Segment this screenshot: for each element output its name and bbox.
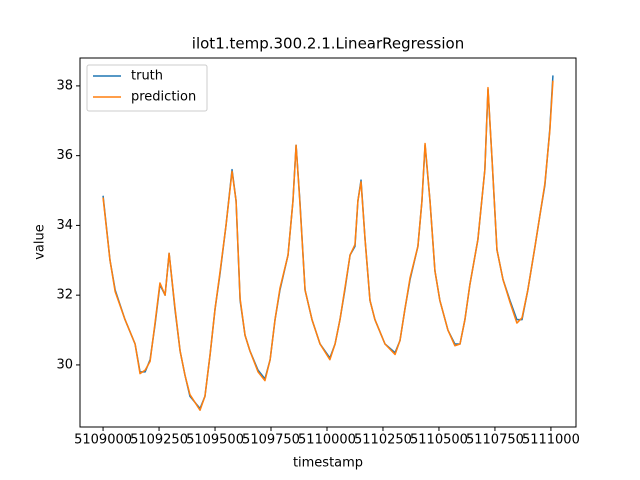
x-tick-label: 5111000 — [522, 433, 580, 448]
legend-label: prediction — [131, 90, 196, 105]
axes-frame — [79, 57, 577, 428]
series-line — [102, 80, 554, 412]
x-tick-label: 5110500 — [410, 433, 468, 448]
series-line — [102, 75, 554, 410]
y-tick-label: 34 — [56, 218, 73, 233]
x-tick-label: 5110250 — [354, 433, 412, 448]
x-tick-label: 5109750 — [242, 433, 300, 448]
y-tick-label: 32 — [56, 288, 73, 303]
x-tick-label: 5110750 — [466, 433, 524, 448]
y-axis-label: value — [33, 224, 48, 260]
legend-label: truth — [131, 69, 163, 84]
x-tick-label: 5110000 — [298, 433, 356, 448]
chart-title: ilot1.temp.300.2.1.LinearRegression — [192, 35, 464, 53]
x-axis-label: timestamp — [293, 456, 363, 471]
y-tick-label: 38 — [56, 78, 73, 93]
x-tick-label: 5109250 — [130, 433, 188, 448]
x-tick-label: 5109500 — [186, 433, 244, 448]
y-tick-label: 30 — [56, 357, 73, 372]
x-tick-label: 5109000 — [74, 433, 132, 448]
y-tick-label: 36 — [56, 148, 73, 163]
